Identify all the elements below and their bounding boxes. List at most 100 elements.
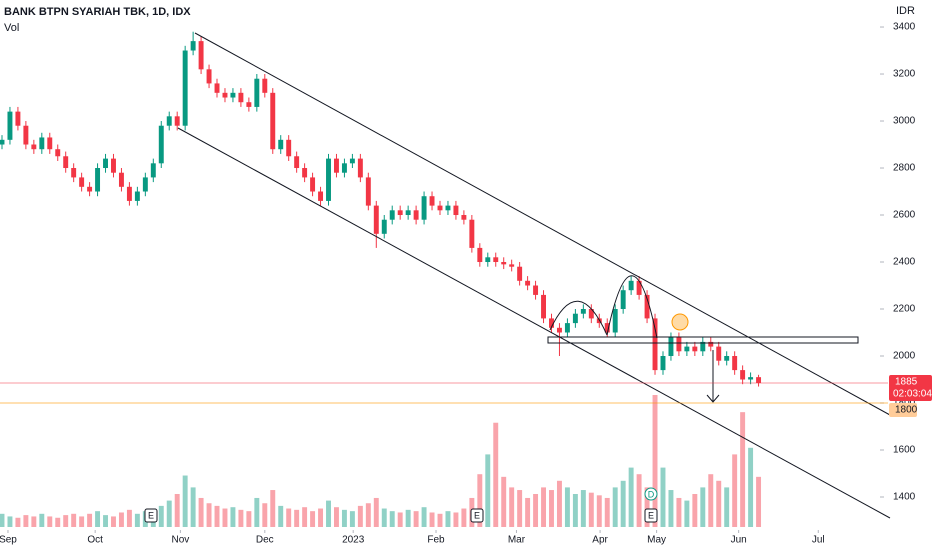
volume-bar xyxy=(71,513,77,527)
volume-bar xyxy=(134,513,140,527)
volume-bar xyxy=(126,509,132,527)
candle-body xyxy=(254,78,260,107)
y-tick-label: 2600 xyxy=(893,210,916,221)
y-tick-label: 2400 xyxy=(893,257,916,268)
volume-label: Vol xyxy=(4,22,19,34)
volume-bar xyxy=(39,513,45,527)
candle-body xyxy=(373,205,379,234)
event-label[interactable]: E xyxy=(474,510,480,520)
volume-bar xyxy=(668,490,674,527)
volume-bar xyxy=(740,412,746,527)
volume-bar xyxy=(676,497,682,527)
volume-bar xyxy=(63,515,69,527)
candle-body xyxy=(166,116,172,126)
candle-body xyxy=(756,377,762,384)
volume-bar xyxy=(166,500,172,527)
volume-bar xyxy=(55,517,61,527)
candle-body xyxy=(612,309,618,333)
volume-bar xyxy=(47,516,53,527)
candle-body xyxy=(421,196,427,220)
last-price-box xyxy=(889,375,932,402)
volume-bar xyxy=(708,474,714,527)
candle-body xyxy=(413,210,419,220)
candle-body xyxy=(644,294,650,319)
volume-bar xyxy=(365,503,371,527)
candle-body xyxy=(278,139,284,150)
volume-bar xyxy=(684,500,690,527)
volume-bar xyxy=(628,467,634,527)
event-label[interactable]: E xyxy=(648,510,654,520)
candle-body xyxy=(501,262,507,265)
event-label[interactable]: D xyxy=(648,489,655,499)
volume-bar xyxy=(349,511,355,527)
event-label[interactable]: E xyxy=(148,510,154,520)
volume-bar xyxy=(294,509,300,527)
volume-bar xyxy=(564,487,570,527)
volume-bar xyxy=(620,480,626,527)
dividend-circle xyxy=(644,487,658,501)
event-box xyxy=(644,508,658,523)
y-tick-label: 3400 xyxy=(893,22,916,33)
candle-body xyxy=(246,102,252,107)
volume-bar xyxy=(437,513,443,527)
volume-bar xyxy=(23,515,29,527)
channel-lower xyxy=(177,127,891,519)
volume-bar xyxy=(190,487,196,527)
candle-body xyxy=(509,264,515,267)
candle-body xyxy=(214,83,220,93)
candle-body xyxy=(437,205,443,211)
volume-bar xyxy=(732,454,738,527)
candle-body xyxy=(158,125,164,164)
volume-bar xyxy=(310,511,316,527)
candle-body xyxy=(31,144,37,150)
volume-bar xyxy=(158,505,164,527)
candle-body xyxy=(142,177,148,192)
candle-body xyxy=(103,158,108,169)
axes: 1400 1600 1800 2000 2200 2400 2600 2800 3000 3200… xyxy=(0,22,932,546)
volume-bar xyxy=(748,447,754,527)
volume-bar xyxy=(206,503,212,527)
countdown-label: 02:03:04 xyxy=(893,389,932,400)
volume-bar xyxy=(79,516,85,527)
volume-bar xyxy=(692,494,698,527)
chart-title: BANK BTPN SYARIAH TBK, 1D, IDX xyxy=(4,6,191,18)
candle-body xyxy=(740,370,746,380)
volume-bar xyxy=(525,497,531,527)
candle-body xyxy=(628,280,634,291)
candle-body xyxy=(453,205,459,216)
candle-body xyxy=(652,318,658,371)
volume-bar xyxy=(31,516,37,527)
candle-body xyxy=(748,377,754,380)
x-tick-label: Dec xyxy=(256,535,274,546)
candle-body xyxy=(310,177,316,192)
candle-body xyxy=(469,219,475,248)
volume-bar xyxy=(660,467,666,527)
candle-body xyxy=(23,125,29,145)
candle-body xyxy=(405,210,411,216)
volume-bar xyxy=(556,480,562,527)
candle-body xyxy=(334,158,339,173)
volume-bar xyxy=(580,490,586,527)
volume-bar xyxy=(326,500,331,527)
volume-bar xyxy=(724,487,730,527)
y-tick-label: 1600 xyxy=(893,445,916,456)
candle-body xyxy=(318,191,324,201)
volume-bar xyxy=(700,487,706,527)
candle-body xyxy=(708,341,714,347)
candle-body xyxy=(238,92,244,103)
volume-bar xyxy=(716,480,722,527)
volume-bar xyxy=(381,508,387,527)
volume-bar xyxy=(15,517,21,527)
candle-body xyxy=(39,137,45,150)
candle-body xyxy=(580,309,586,314)
candle-body xyxy=(134,191,140,201)
y-tick-label: 2200 xyxy=(893,304,916,315)
volume-bar xyxy=(541,487,546,527)
candle-body xyxy=(684,346,690,352)
candle-body xyxy=(222,92,228,98)
candle-body xyxy=(63,156,69,169)
candle-body xyxy=(668,337,674,357)
candle-body xyxy=(302,168,308,178)
volume-bar xyxy=(230,507,236,527)
